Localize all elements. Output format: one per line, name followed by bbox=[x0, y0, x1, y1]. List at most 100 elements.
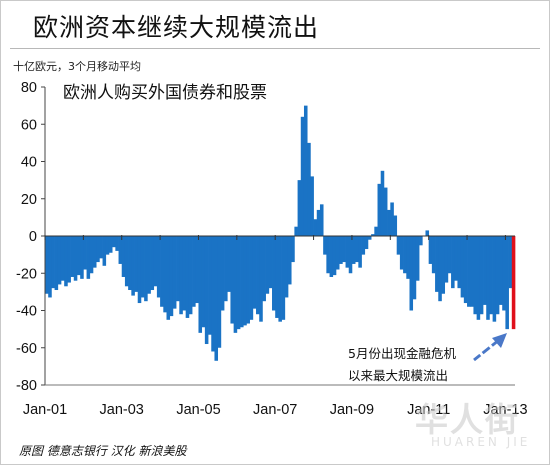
bar bbox=[262, 236, 266, 302]
bar bbox=[409, 236, 414, 311]
bar bbox=[387, 209, 391, 236]
bar bbox=[249, 236, 254, 320]
bar bbox=[403, 236, 407, 274]
arrow-head bbox=[492, 333, 507, 348]
x-tick-label: Jan-03 bbox=[100, 402, 144, 418]
watermark-logo: 华人街 HUAREN JIE bbox=[411, 393, 539, 455]
unit-label: 十亿欧元，3个月移动平均 bbox=[13, 60, 141, 73]
bar bbox=[310, 176, 314, 236]
bar bbox=[150, 236, 155, 291]
bar bbox=[355, 236, 359, 263]
bar bbox=[438, 236, 442, 302]
bar bbox=[99, 236, 103, 259]
bar bbox=[188, 236, 193, 315]
bar bbox=[467, 236, 471, 307]
bar bbox=[399, 236, 404, 270]
bar bbox=[457, 236, 461, 289]
bar bbox=[268, 236, 273, 289]
bar bbox=[102, 236, 107, 266]
bar bbox=[425, 230, 430, 236]
bar bbox=[80, 236, 84, 279]
bar bbox=[313, 219, 318, 236]
bar bbox=[460, 236, 465, 298]
bar bbox=[166, 236, 171, 320]
bar bbox=[431, 236, 436, 274]
bar bbox=[54, 236, 59, 291]
y-tick-label: 40 bbox=[21, 155, 37, 171]
bar bbox=[451, 236, 455, 289]
bar bbox=[45, 236, 49, 294]
bar bbox=[83, 236, 87, 270]
bar bbox=[441, 236, 446, 294]
bar bbox=[396, 236, 401, 255]
chart-subtitle: 欧洲人购买外国债券和股票 bbox=[63, 83, 267, 103]
x-tick-label: Jan-07 bbox=[253, 402, 297, 418]
bar bbox=[201, 236, 206, 328]
bar bbox=[380, 170, 385, 236]
bar bbox=[281, 236, 286, 320]
bar bbox=[70, 236, 75, 277]
bar bbox=[137, 236, 142, 304]
annotation-arrow bbox=[473, 333, 507, 362]
bar bbox=[291, 236, 295, 263]
bar bbox=[64, 236, 68, 287]
bar bbox=[131, 236, 135, 296]
y-tick-label: 60 bbox=[21, 117, 37, 133]
bar-series bbox=[45, 105, 516, 361]
bar bbox=[176, 236, 180, 302]
bar bbox=[505, 236, 509, 330]
bar bbox=[479, 236, 484, 315]
bar bbox=[287, 236, 292, 285]
bar bbox=[492, 236, 497, 322]
bar bbox=[86, 236, 91, 279]
bar bbox=[335, 236, 340, 270]
bar bbox=[208, 236, 212, 335]
x-tick-label: Jan-11 bbox=[407, 402, 450, 418]
bar bbox=[160, 236, 164, 307]
bar bbox=[163, 236, 167, 313]
bar bbox=[326, 236, 330, 274]
bar bbox=[236, 236, 241, 330]
bar bbox=[358, 236, 362, 268]
bar bbox=[435, 236, 439, 292]
bar bbox=[220, 236, 225, 311]
bar bbox=[307, 142, 311, 237]
bar bbox=[92, 236, 97, 268]
bar bbox=[508, 236, 513, 289]
bar bbox=[147, 236, 151, 294]
bar bbox=[185, 236, 190, 318]
bar bbox=[470, 236, 474, 307]
annotation-text: 5月份出现金融危机 以来最大规模流出 bbox=[348, 343, 456, 387]
bar bbox=[243, 236, 247, 326]
bar-latest bbox=[511, 236, 516, 330]
bar bbox=[89, 236, 94, 274]
bar bbox=[240, 236, 244, 328]
title-divider bbox=[10, 48, 540, 49]
bar bbox=[121, 236, 126, 277]
bar bbox=[230, 236, 234, 324]
bar bbox=[412, 236, 417, 300]
bar bbox=[67, 236, 71, 283]
source-note: 原图 德意志银行 汉化 新浪美股 bbox=[19, 444, 187, 458]
bar bbox=[502, 236, 506, 311]
bar bbox=[495, 236, 500, 315]
bar bbox=[192, 236, 196, 307]
bar bbox=[486, 236, 490, 320]
bar bbox=[272, 236, 276, 311]
bar bbox=[345, 236, 350, 268]
bar bbox=[415, 236, 420, 281]
bar bbox=[342, 236, 346, 263]
bar bbox=[224, 236, 228, 302]
annotation-line-2: 以来最大规模流出 bbox=[348, 368, 449, 383]
bar bbox=[233, 236, 238, 333]
bar bbox=[473, 236, 477, 315]
bar bbox=[351, 236, 356, 264]
bar bbox=[275, 236, 279, 318]
bar bbox=[134, 236, 139, 292]
x-tick-label: Jan-01 bbox=[23, 402, 67, 418]
bar bbox=[172, 236, 177, 309]
bar bbox=[108, 236, 113, 253]
bar bbox=[499, 236, 503, 305]
bar bbox=[259, 236, 263, 322]
bar bbox=[60, 236, 65, 281]
